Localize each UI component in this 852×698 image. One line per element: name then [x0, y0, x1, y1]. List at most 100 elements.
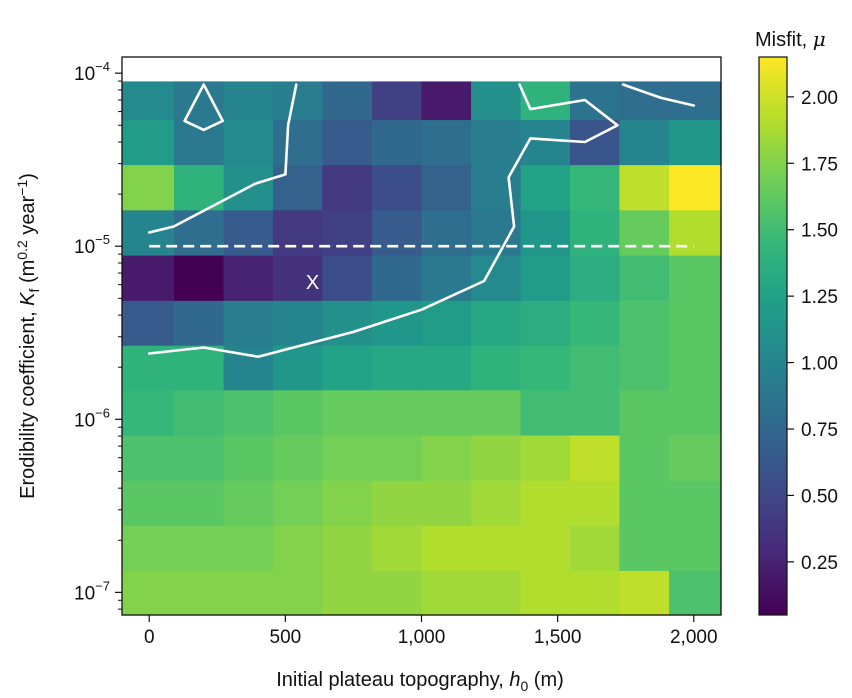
heatmap-cell: [570, 300, 621, 346]
heatmap-cell: [421, 300, 472, 346]
colorbar-tick-label: 0.75: [801, 420, 838, 441]
heatmap-cell: [619, 480, 670, 527]
heatmap-cell: [471, 480, 522, 527]
heatmap-cell: [570, 255, 621, 301]
heatmap-cell: [421, 345, 472, 391]
heatmap-cell: [520, 525, 571, 571]
heatmap-cell: [570, 389, 621, 436]
heatmap-cell: [619, 164, 670, 211]
heatmap-cell: [471, 164, 522, 211]
heatmap-cell: [371, 525, 423, 571]
colorbar-tick-label: 1.25: [801, 287, 838, 308]
heatmap-cell: [371, 164, 423, 211]
heatmap-cell: [669, 525, 722, 571]
y-tick-label: 10−6: [74, 405, 110, 431]
heatmap-cell: [471, 525, 522, 571]
heatmap-cell: [322, 345, 373, 391]
heatmap-cell: [669, 300, 722, 346]
heatmap-cell: [570, 480, 621, 527]
heatmap-cell: [619, 300, 670, 346]
heatmap-cell: [322, 119, 373, 166]
colorbar-label: Misfit, μ: [755, 27, 826, 51]
heatmap-cell: [272, 525, 323, 571]
x-tick-label: 500: [270, 627, 302, 648]
heatmap-cell: [520, 255, 571, 301]
heatmap-cell: [570, 434, 621, 481]
heatmap-cell: [421, 255, 472, 301]
heatmap-cell: [421, 119, 472, 166]
y-axis: 10−7 10−6 10−5 10−4: [74, 59, 122, 610]
heatmap-cell: [223, 300, 274, 346]
heatmap-cell: [619, 434, 670, 481]
heatmap-cell: [322, 570, 373, 616]
heatmap-cell: [421, 525, 472, 571]
heatmap-cell: [223, 480, 274, 527]
heatmap-cell: [122, 164, 175, 211]
colorbar-tick-label: 1.50: [801, 221, 838, 242]
heatmap-cell: [619, 389, 670, 436]
heatmap-cell: [322, 389, 373, 436]
colorbar-tick-label: 1.00: [801, 354, 838, 375]
heatmap-cell: [619, 525, 670, 571]
heatmap-cell: [272, 345, 323, 391]
heatmap-cell: [471, 345, 522, 391]
best-fit-marker: X: [306, 272, 319, 294]
heatmap-cell: [322, 434, 373, 481]
x-tick-label: 1,500: [534, 627, 582, 648]
heatmap-cell: [669, 164, 722, 211]
heatmap-cell: [520, 480, 571, 527]
heatmap-cell: [223, 81, 274, 121]
heatmap-cell: [371, 389, 423, 436]
colorbar-ticks: 0.25 0.50 0.75 1.00 1.25 1.50 1.75 2.00: [787, 88, 838, 574]
heatmap-cell: [471, 300, 522, 346]
heatmap-cell: [471, 570, 522, 616]
heatmap-cell: [122, 81, 175, 121]
heatmap-cell: [272, 300, 323, 346]
heatmap-cell: [570, 570, 621, 616]
heatmap-cell: [619, 209, 670, 256]
heatmap-cell: [223, 255, 274, 301]
heatmap-cell: [122, 119, 175, 166]
heatmap-cell: [520, 345, 571, 391]
misfit-contour-line: [621, 83, 696, 107]
heatmap-cell: [174, 209, 225, 256]
heatmap-cell: [471, 434, 522, 481]
heatmap-cell: [223, 389, 274, 436]
x-axis-label: Initial plateau topography, h0 (m): [276, 669, 564, 694]
heatmap-cell: [272, 119, 323, 166]
heatmap-cell: [272, 81, 323, 121]
heatmap-cell: [371, 570, 423, 616]
heatmap-cell: [570, 209, 621, 256]
heatmap-cell: [619, 570, 670, 616]
heatmap-cell: [669, 209, 722, 256]
heatmap-cell: [122, 525, 175, 571]
heatmap-cell: [619, 81, 670, 121]
heatmap-cell: [223, 525, 274, 571]
heatmap-cell: [570, 345, 621, 391]
x-tick-label: 0: [144, 627, 155, 648]
heatmap-cell: [272, 209, 323, 256]
heatmap-cell: [322, 255, 373, 301]
colorbar-tick-label: 1.75: [801, 154, 838, 175]
heatmap-cell: [272, 570, 323, 616]
colorbar: [758, 56, 788, 616]
heatmap-cell: [174, 480, 225, 527]
heatmap-cell: [174, 119, 225, 166]
heatmap-cell: [669, 255, 722, 301]
y-tick-label: 10−7: [74, 578, 110, 604]
heatmap-cell: [520, 209, 571, 256]
heatmap-cell: [371, 434, 423, 481]
heatmap-cell: [471, 255, 522, 301]
misfit-contour-line: [183, 83, 224, 132]
heatmap-cell: [371, 480, 423, 527]
heatmap-cell: [421, 434, 472, 481]
heatmap-cell: [122, 570, 175, 616]
heatmap-overlays: X: [147, 83, 696, 358]
heatmap-cell: [619, 255, 670, 301]
heatmap-cell: [174, 81, 225, 121]
heatmap-cell: [322, 81, 373, 121]
heatmap-cell: [371, 255, 423, 301]
heatmap-cell: [669, 434, 722, 481]
heatmap-cell: [371, 345, 423, 391]
